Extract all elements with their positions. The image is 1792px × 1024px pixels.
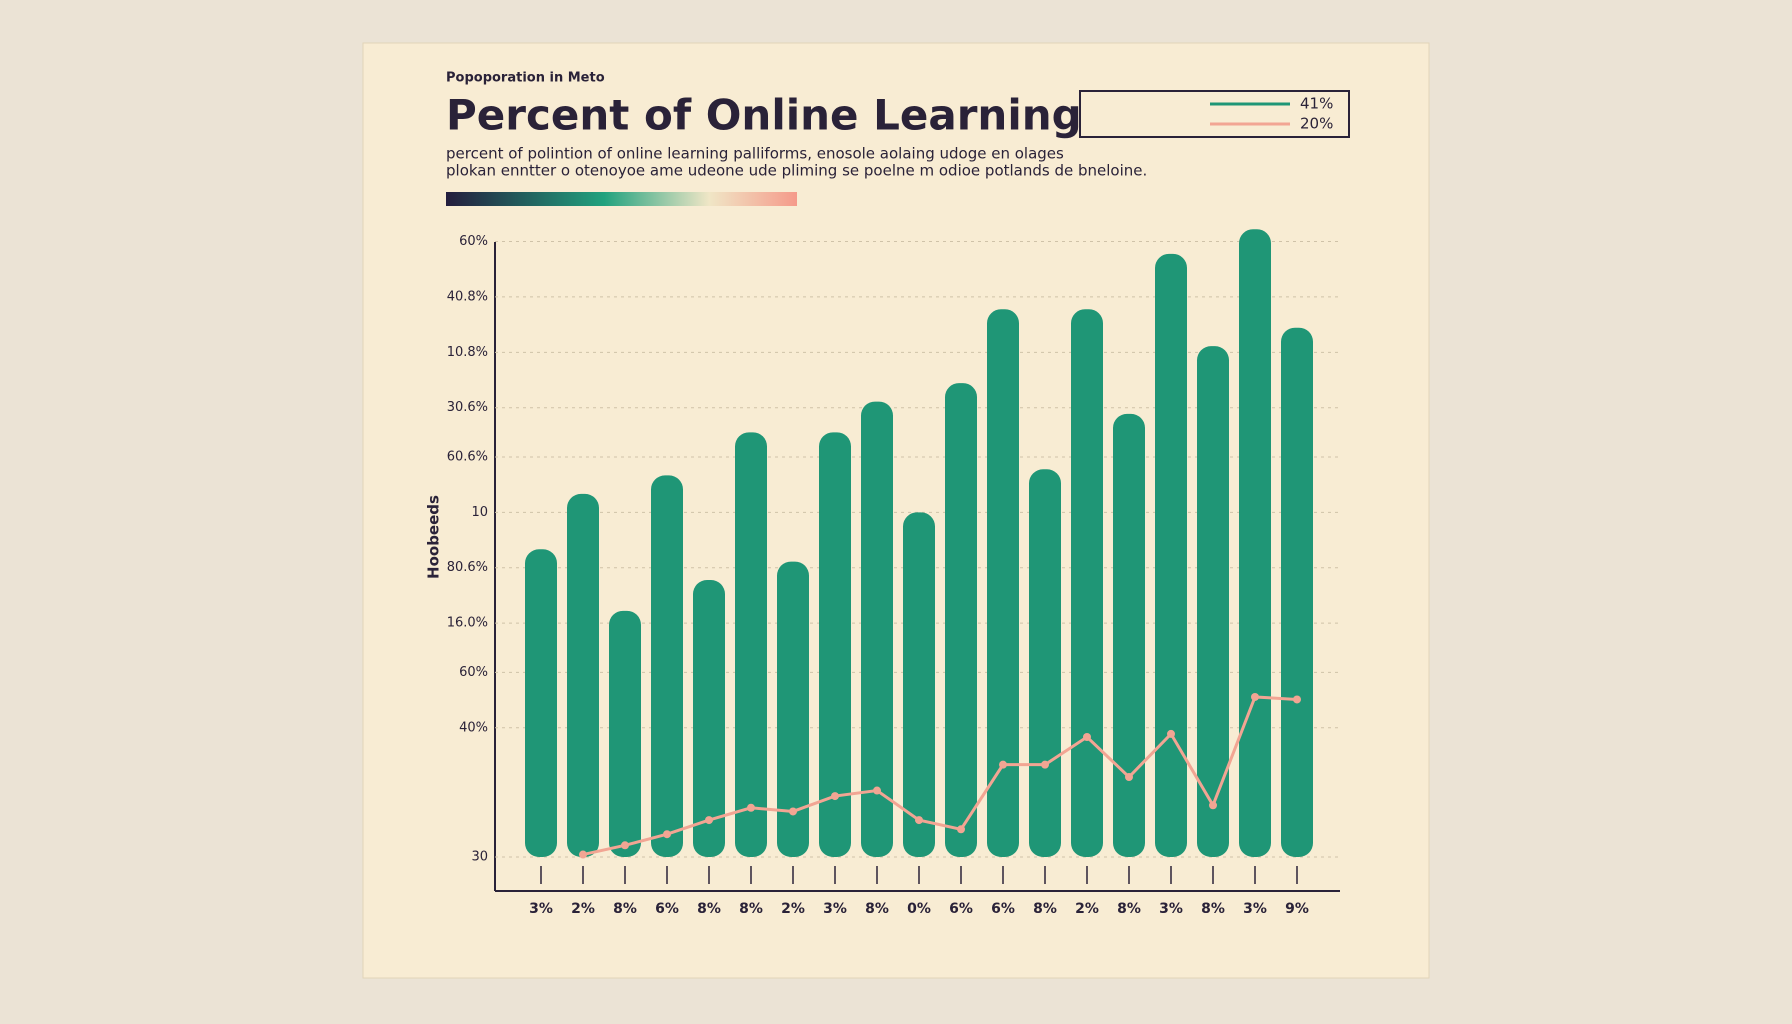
x-tick-label: 3% [529, 901, 553, 917]
line-point [1293, 695, 1301, 704]
line-point [1041, 760, 1049, 769]
x-tick-label: 8% [613, 901, 637, 917]
bar [1197, 346, 1229, 857]
x-tick-label: 2% [1075, 901, 1099, 917]
bar [819, 432, 851, 857]
x-tick-label: 8% [697, 901, 721, 917]
line-point [1083, 732, 1091, 741]
bar [903, 512, 935, 857]
y-axis-label: Hoobeeds [425, 495, 443, 579]
x-tick-label: 2% [571, 901, 595, 917]
bar [1155, 253, 1187, 857]
bar [1071, 309, 1103, 857]
x-tick-label: 9% [1285, 901, 1309, 917]
bar [1029, 469, 1061, 857]
legend-label: 20% [1300, 115, 1333, 133]
line-point [1167, 729, 1175, 738]
y-tick-label: 40.8% [447, 289, 488, 304]
x-tick-label: 2% [781, 901, 805, 917]
line-point [621, 841, 629, 850]
line-point [789, 807, 797, 816]
y-tick-label: 60.6% [447, 449, 488, 464]
bar [1281, 327, 1313, 857]
bar [1239, 229, 1271, 858]
kicker: Popoporation in Meto [446, 71, 605, 86]
x-tick-label: 0% [907, 901, 931, 917]
bar [525, 549, 557, 857]
gradient-bar [446, 192, 797, 206]
legend-box [1079, 90, 1350, 138]
bar [861, 401, 893, 857]
x-tick-label: 3% [1159, 901, 1183, 917]
line-point [579, 850, 587, 859]
line-point [1209, 801, 1217, 810]
y-tick-label: 10.8% [447, 345, 488, 360]
subtitle: percent of polintion of online learning … [446, 145, 1064, 163]
line-point [831, 792, 839, 801]
y-tick-label: 40% [459, 720, 488, 735]
y-tick-label: 60% [459, 665, 488, 680]
bar [567, 493, 599, 857]
x-tick-label: 3% [1243, 901, 1267, 917]
x-tick-label: 3% [823, 901, 847, 917]
x-tick-label: 8% [865, 901, 889, 917]
line-point [873, 786, 881, 795]
line-point [705, 816, 713, 825]
bar [777, 561, 809, 857]
x-tick-label: 6% [991, 901, 1015, 917]
bar [609, 610, 641, 857]
x-tick-label: 8% [1117, 901, 1141, 917]
bar [987, 309, 1019, 857]
bar [693, 580, 725, 857]
y-tick-label: 16.0% [447, 616, 488, 631]
x-tick-label: 8% [1201, 901, 1225, 917]
bar [945, 383, 977, 857]
x-tick-label: 6% [949, 901, 973, 917]
x-tick-label: 8% [739, 901, 763, 917]
bar [1113, 413, 1145, 857]
y-tick-label: 10 [471, 505, 488, 520]
line-point [915, 816, 923, 825]
subtitle: plokan enntter o otenoyoe ame udeone ude… [446, 162, 1147, 180]
line-point [1125, 772, 1133, 781]
bar [735, 432, 767, 857]
y-tick-label: 30.6% [447, 400, 488, 415]
y-tick-label: 80.6% [447, 560, 488, 575]
chart-title: Percent of Online Learning [446, 91, 1082, 140]
y-tick-label: 30 [471, 850, 488, 865]
line-point [663, 830, 671, 839]
line-point [999, 760, 1007, 769]
line-point [957, 825, 965, 834]
x-tick-label: 6% [655, 901, 679, 917]
x-tick-label: 8% [1033, 901, 1057, 917]
line [582, 695, 1298, 857]
line-point [1251, 692, 1259, 701]
bar [651, 475, 683, 857]
legend-label: 41% [1300, 95, 1333, 113]
line-point [747, 803, 755, 812]
y-tick-label: 60% [459, 234, 488, 249]
